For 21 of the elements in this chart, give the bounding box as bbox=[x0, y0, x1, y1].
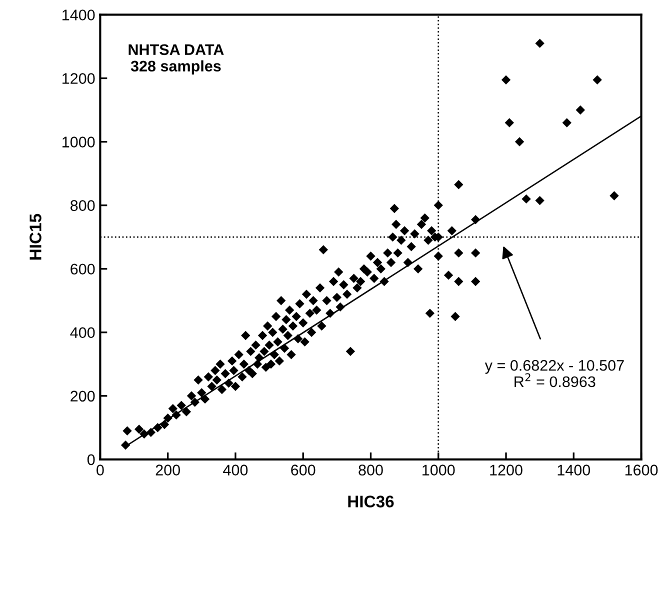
y-tick-label: 800 bbox=[70, 200, 95, 211]
x-tick-label: 1600 bbox=[625, 464, 658, 476]
x-tick-label: 0 bbox=[96, 464, 104, 476]
x-tick-label: 1000 bbox=[422, 464, 455, 476]
y-tick-label: 200 bbox=[70, 390, 95, 402]
x-tick-label: 1400 bbox=[558, 464, 590, 476]
y-axis-title: HIC15 bbox=[30, 214, 42, 260]
annotation: NHTSA DATA 328 samples bbox=[128, 44, 224, 75]
x-tick-label: 1200 bbox=[490, 464, 522, 476]
x-axis-title: HIC36 bbox=[348, 496, 394, 508]
x-tick-label: 800 bbox=[358, 464, 383, 476]
y-tick-label: 1200 bbox=[62, 73, 95, 84]
y-tick-label: 1400 bbox=[62, 10, 95, 20]
x-tick-label: 400 bbox=[223, 464, 248, 476]
x-tick-label: 200 bbox=[156, 464, 180, 476]
y-tick-label: 600 bbox=[70, 264, 95, 275]
y-tick-label: 1000 bbox=[62, 136, 95, 148]
annotation: y = 0.6822x - 10.507 R$^{2}$ = 0.8963 bbox=[484, 360, 624, 388]
y-tick-label: 400 bbox=[70, 327, 95, 338]
y-tick-label: 0 bbox=[87, 454, 95, 466]
x-tick-label: 600 bbox=[291, 464, 316, 476]
